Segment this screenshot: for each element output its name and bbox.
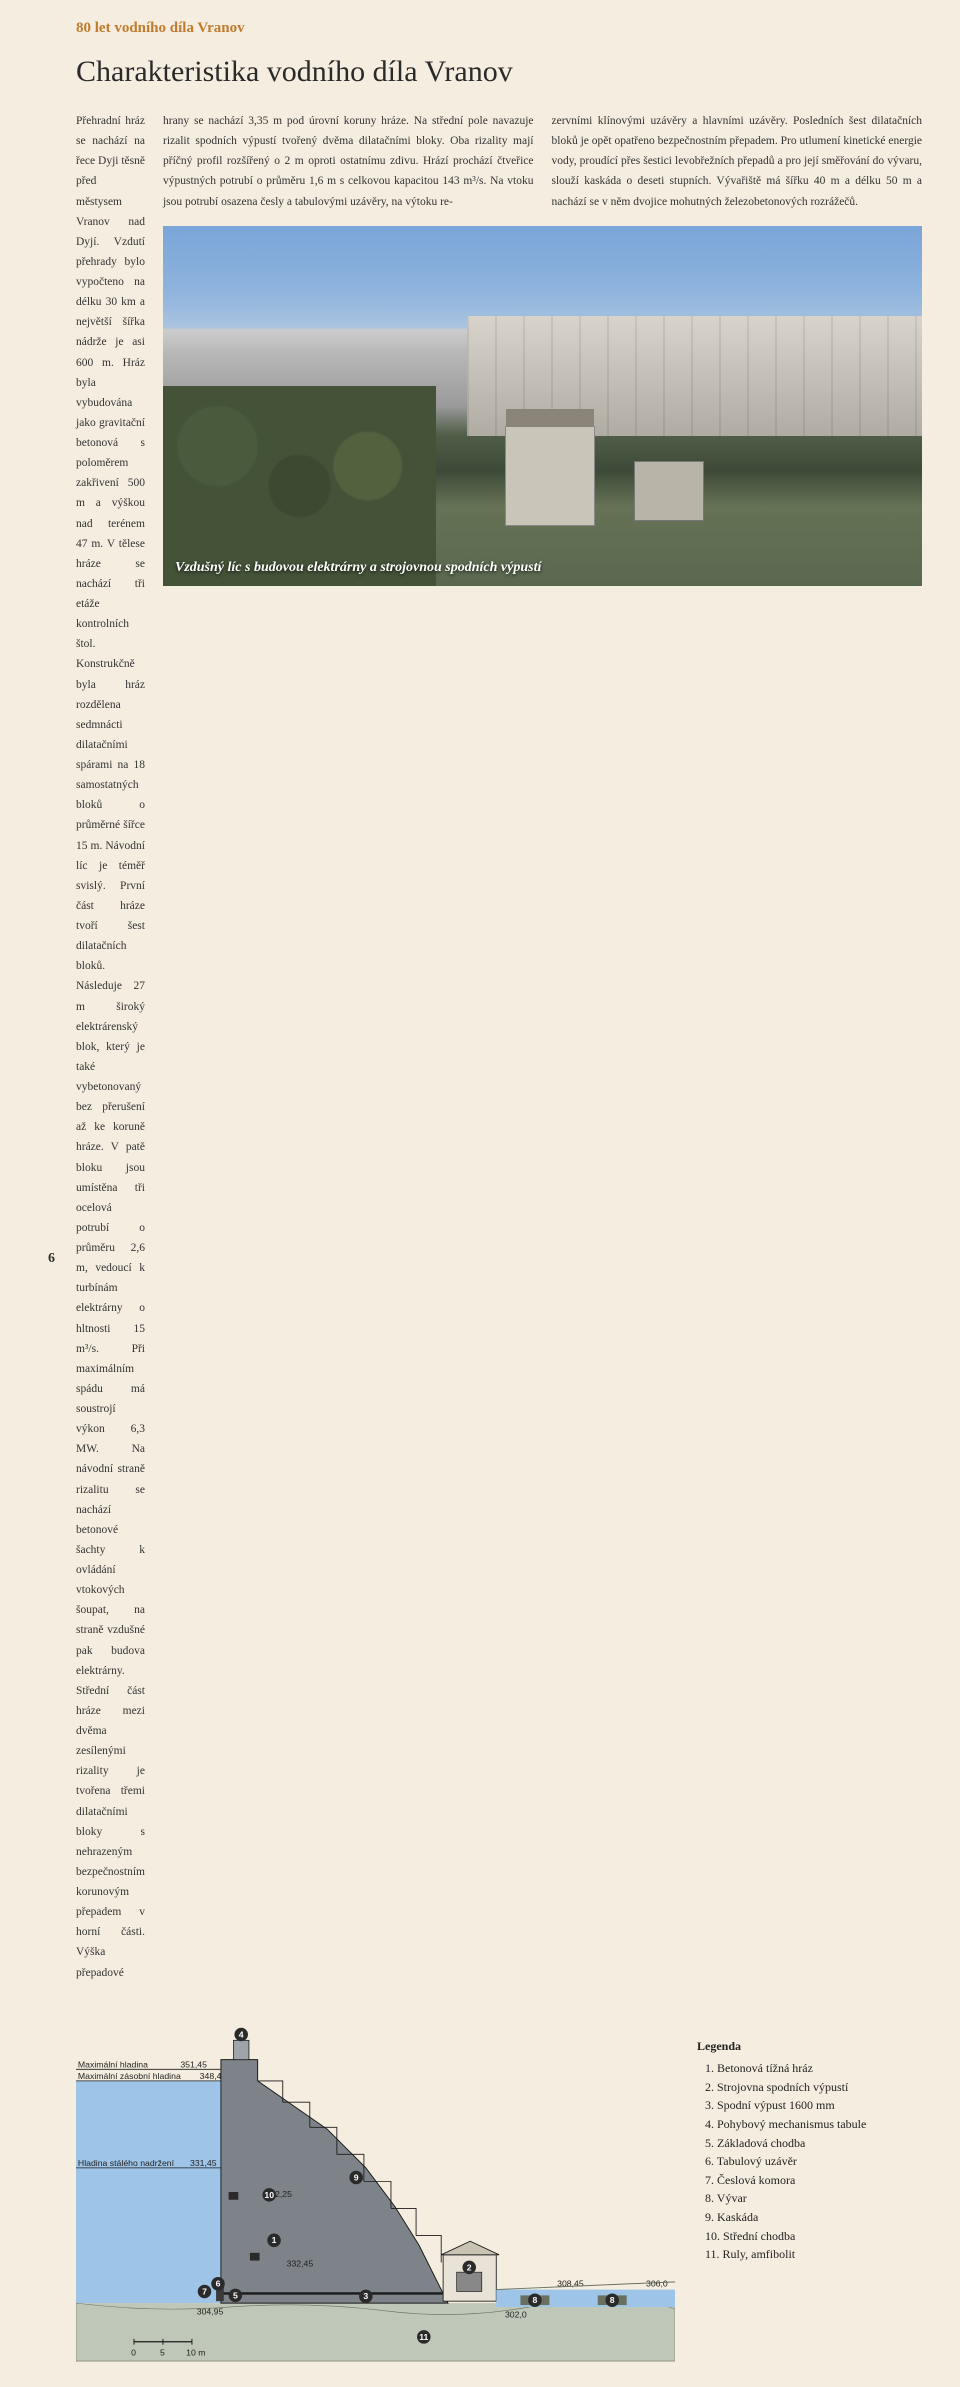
svg-text:7: 7: [202, 2286, 207, 2296]
col-1: Přehradní hráz se nachází na řece Dyji t…: [76, 111, 145, 1983]
legend-item: 6. Tabulový uzávěr: [703, 2152, 922, 2171]
legend: Legenda 1. Betonová tížná hráz2. Strojov…: [697, 2017, 922, 2264]
svg-text:Maximální zásobní hladina: Maximální zásobní hladina: [78, 2071, 181, 2081]
article-title: Charakteristika vodního díla Vranov: [76, 55, 922, 89]
legend-item: 3. Spodní výpust 1600 mm: [703, 2096, 922, 2115]
svg-text:351,45: 351,45: [180, 2059, 207, 2069]
legend-item: 4. Pohybový mechanismus tabule: [703, 2115, 922, 2134]
marker-2: 2: [462, 2260, 476, 2274]
svg-text:5: 5: [233, 2290, 238, 2300]
marker-8b: 8: [605, 2293, 619, 2307]
svg-text:4: 4: [239, 2029, 244, 2039]
svg-text:10: 10: [264, 2189, 274, 2199]
svg-text:Maximální hladina: Maximální hladina: [78, 2059, 148, 2069]
marker-10: 10: [262, 2188, 276, 2202]
legend-item: 8. Vývar: [703, 2189, 922, 2208]
legend-item: 10. Střední chodba: [703, 2227, 922, 2246]
legend-item: 7. Česlová komora: [703, 2171, 922, 2190]
marker-8a: 8: [528, 2293, 542, 2307]
svg-text:10 m: 10 m: [186, 2347, 205, 2357]
svg-text:9: 9: [354, 2172, 359, 2182]
svg-text:332,45: 332,45: [287, 2258, 314, 2268]
svg-text:0: 0: [131, 2347, 136, 2357]
running-header: 80 let vodního díla Vranov: [76, 20, 922, 37]
svg-text:331,45: 331,45: [190, 2158, 217, 2168]
svg-text:Hladina stálého nadržení: Hladina stálého nadržení: [78, 2158, 175, 2168]
svg-text:2: 2: [467, 2262, 472, 2272]
legend-item: 2. Strojovna spodních výpustí: [703, 2078, 922, 2097]
svg-text:1: 1: [272, 2235, 277, 2245]
svg-text:8: 8: [610, 2295, 615, 2305]
svg-text:302,0: 302,0: [505, 2309, 527, 2319]
marker-6: 6: [211, 2277, 225, 2291]
svg-text:306,0: 306,0: [646, 2278, 668, 2288]
svg-text:11: 11: [419, 2331, 428, 2341]
marker-7: 7: [198, 2284, 212, 2298]
legend-item: 11. Ruly, amfibolit: [703, 2245, 922, 2264]
legend-title: Legenda: [697, 2037, 922, 2056]
marker-11: 11: [417, 2330, 431, 2344]
legend-item: 9. Kaskáda: [703, 2208, 922, 2227]
page-number: 6: [48, 1251, 55, 1267]
marker-1: 1: [267, 2233, 281, 2247]
marker-4: 4: [234, 2027, 248, 2041]
marker-9: 9: [349, 2170, 363, 2184]
marker-5: 5: [229, 2288, 243, 2302]
legend-item: 1. Betonová tížná hráz: [703, 2059, 922, 2078]
photo-caption: Vzdušný líc s budovou elektrárny a stroj…: [175, 560, 541, 576]
marker-3: 3: [359, 2289, 373, 2303]
svg-text:5: 5: [160, 2347, 165, 2357]
article-columns: Přehradní hráz se nachází na řece Dyji t…: [76, 111, 922, 1983]
col-3: zervními klínovými uzávěry a hlavními uz…: [552, 111, 923, 212]
cross-section-diagram: Maximální hladina 351,45 Maximální zásob…: [76, 2017, 675, 2367]
legend-item: 5. Základová chodba: [703, 2134, 922, 2153]
svg-text:304,95: 304,95: [197, 2306, 224, 2316]
svg-text:3: 3: [363, 2291, 368, 2301]
svg-text:8: 8: [532, 2295, 537, 2305]
svg-text:6: 6: [216, 2278, 221, 2288]
photo-dam: Vzdušný líc s budovou elektrárny a stroj…: [163, 226, 922, 586]
col-2: hrany se nachází 3,35 m pod úrovní korun…: [163, 111, 534, 212]
